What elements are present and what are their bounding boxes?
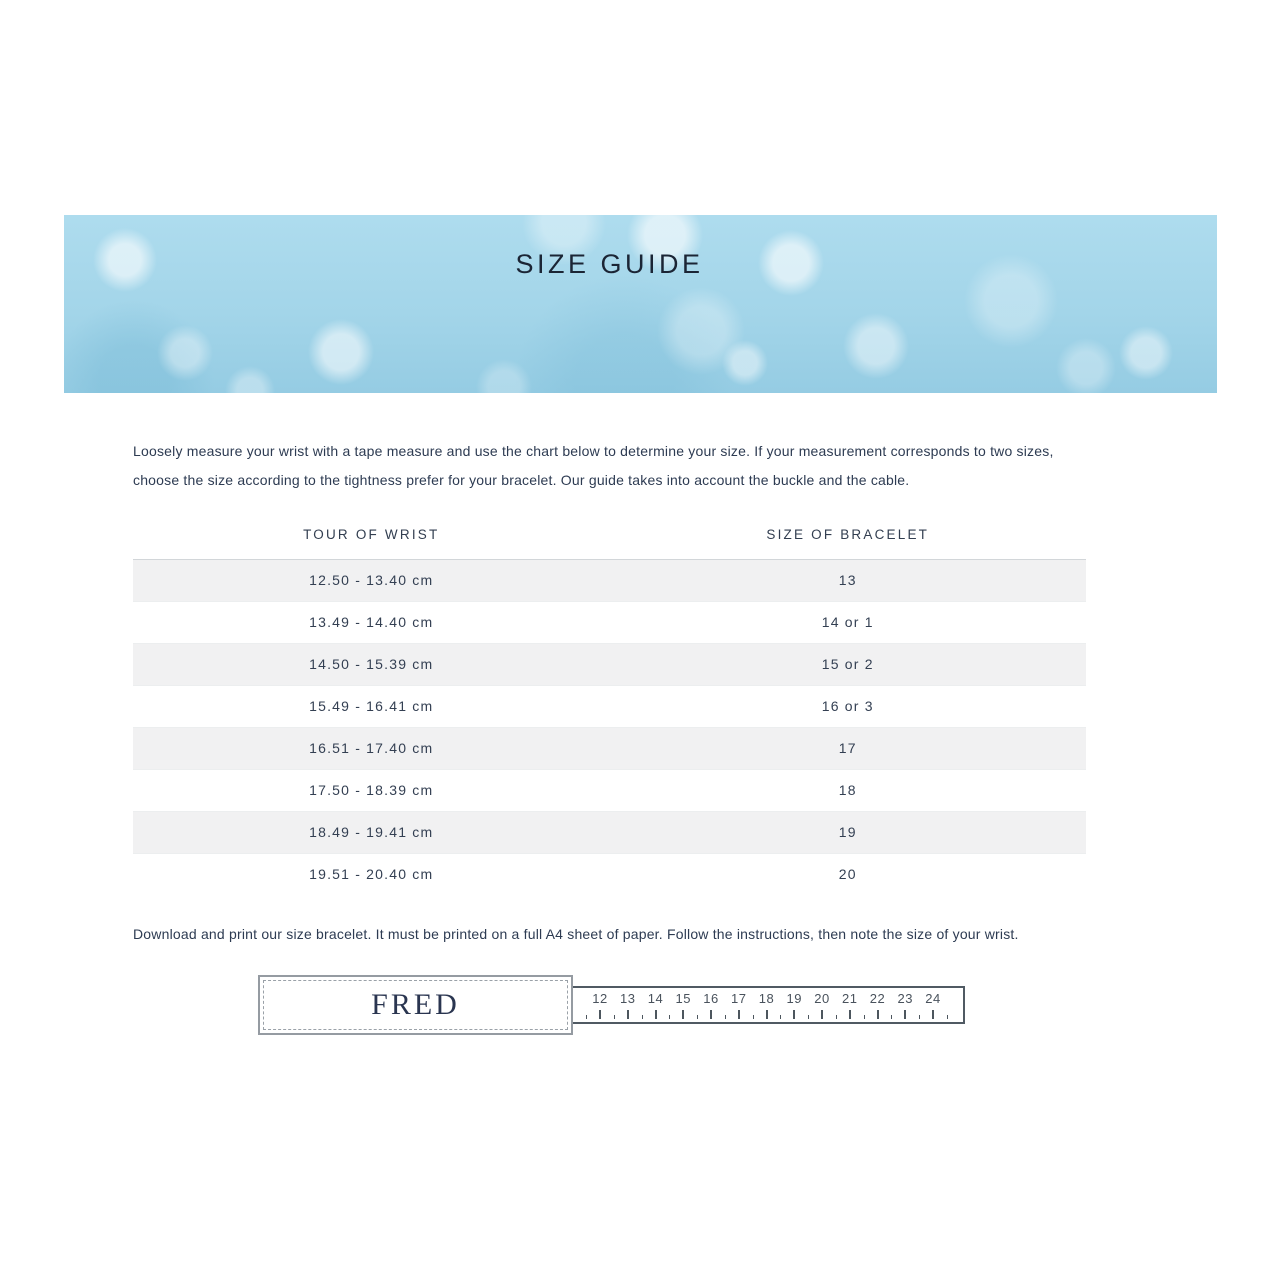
ruler-number: 15 xyxy=(675,991,691,1006)
table-row: 17.50 - 18.39 cm 18 xyxy=(133,770,1086,812)
download-instructions: Download and print our size bracelet. It… xyxy=(133,926,1019,942)
ruler-number: 14 xyxy=(647,991,664,1006)
ruler-major-tick xyxy=(737,1010,740,1019)
ruler-major-tick xyxy=(626,1010,629,1019)
ruler-minor-tick xyxy=(891,1015,893,1019)
column-header-tour-of-wrist: TOUR OF WRIST xyxy=(303,527,440,542)
wrist-cell: 14.50 - 15.39 cm xyxy=(309,656,434,672)
ruler-major-tick xyxy=(821,1010,823,1019)
ruler-minor-tick xyxy=(697,1015,699,1019)
ruler-number: 12 xyxy=(592,991,608,1006)
bracelet-sizer-image: 12 13 14 15 16 17 18 19 20 21 22 23 24 FRED xyxy=(258,975,965,1035)
ruler-major-tick xyxy=(710,1010,712,1019)
bokeh-banner: SIZE GUIDE xyxy=(64,215,1217,393)
ruler-major-tick xyxy=(599,1010,601,1019)
wrist-cell: 15.49 - 16.41 cm xyxy=(309,698,434,714)
ruler-number: 23 xyxy=(897,991,913,1006)
ruler-scale: 12 13 14 15 16 17 18 19 20 21 22 23 24 xyxy=(573,988,963,1022)
ruler-major-tick xyxy=(904,1010,907,1019)
ruler-number: 18 xyxy=(758,991,775,1006)
ruler-minor-tick xyxy=(946,1015,948,1019)
ruler-minor-tick xyxy=(808,1015,810,1019)
table-column-headers: TOUR OF WRIST SIZE OF BRACELET xyxy=(133,527,1086,542)
table-row: 18.49 - 19.41 cm 19 xyxy=(133,812,1086,854)
ruler-minor-tick xyxy=(835,1015,837,1019)
ruler-minor-tick xyxy=(919,1015,921,1019)
ruler-major-tick xyxy=(848,1010,851,1019)
bracelet-cell: 13 xyxy=(838,572,857,588)
bracelet-cell: 19 xyxy=(838,824,857,840)
ruler-minor-tick xyxy=(780,1015,782,1019)
ruler-minor-tick xyxy=(752,1015,754,1019)
ruler-major-tick xyxy=(876,1010,879,1019)
fred-logo: FRED xyxy=(371,988,460,1021)
table-row: 16.51 - 17.40 cm 17 xyxy=(133,728,1086,770)
ruler-number: 21 xyxy=(842,991,858,1006)
ruler-major-tick xyxy=(765,1010,768,1019)
table-row: 13.49 - 14.40 cm 14 or 1 xyxy=(133,602,1086,644)
ruler-major-tick xyxy=(932,1010,934,1019)
bracelet-cell: 14 or 1 xyxy=(821,614,874,630)
bracelet-cell: 16 or 3 xyxy=(821,698,874,714)
ruler-number: 16 xyxy=(703,991,719,1006)
ruler-minor-tick xyxy=(586,1015,588,1019)
ruler-major-tick xyxy=(793,1010,796,1019)
table-row: 19.51 - 20.40 cm 20 xyxy=(133,854,1086,895)
ruler-minor-tick xyxy=(641,1015,643,1019)
bracelet-cell: 17 xyxy=(838,740,857,756)
ruler-number: 19 xyxy=(786,991,802,1006)
wrist-cell: 16.51 - 17.40 cm xyxy=(309,740,434,756)
ruler-minor-tick xyxy=(724,1015,726,1019)
page-title: SIZE GUIDE xyxy=(515,249,704,279)
wrist-cell: 13.49 - 14.40 cm xyxy=(309,614,434,630)
bracelet-cell: 20 xyxy=(838,866,857,882)
ruler-minor-tick xyxy=(613,1015,615,1019)
ruler-major-tick xyxy=(682,1010,685,1019)
content-column: Loosely measure your wrist with a tape m… xyxy=(133,393,1086,1035)
table-row: 15.49 - 16.41 cm 16 or 3 xyxy=(133,686,1086,728)
wrist-cell: 18.49 - 19.41 cm xyxy=(309,824,434,840)
ruler-number: 13 xyxy=(620,991,636,1006)
ruler-number: 17 xyxy=(731,991,747,1006)
size-table: 12.50 - 13.40 cm 13 13.49 - 14.40 cm 14 … xyxy=(133,559,1086,895)
ruler-minor-tick xyxy=(669,1015,671,1019)
wrist-cell: 17.50 - 18.39 cm xyxy=(309,782,434,798)
ruler-number: 22 xyxy=(869,991,886,1006)
intro-text: Loosely measure your wrist with a tape m… xyxy=(133,443,1054,488)
bracelet-cell: 15 or 2 xyxy=(821,656,874,672)
table-row: 14.50 - 15.39 cm 15 or 2 xyxy=(133,644,1086,686)
wrist-cell: 19.51 - 20.40 cm xyxy=(309,866,434,882)
sizer-brand-box-border: FRED xyxy=(263,980,568,1030)
ruler-major-tick xyxy=(654,1010,657,1019)
sizer-brand-box: FRED xyxy=(258,975,573,1035)
ruler-number: 24 xyxy=(925,991,941,1006)
wrist-cell: 12.50 - 13.40 cm xyxy=(309,572,434,588)
ruler-minor-tick xyxy=(863,1015,865,1019)
column-header-size-of-bracelet: SIZE OF BRACELET xyxy=(766,527,930,542)
ruler-number: 20 xyxy=(814,991,830,1006)
table-row: 12.50 - 13.40 cm 13 xyxy=(133,560,1086,602)
sizer-ruler: 12 13 14 15 16 17 18 19 20 21 22 23 24 xyxy=(571,986,965,1024)
bracelet-cell: 18 xyxy=(838,782,857,798)
